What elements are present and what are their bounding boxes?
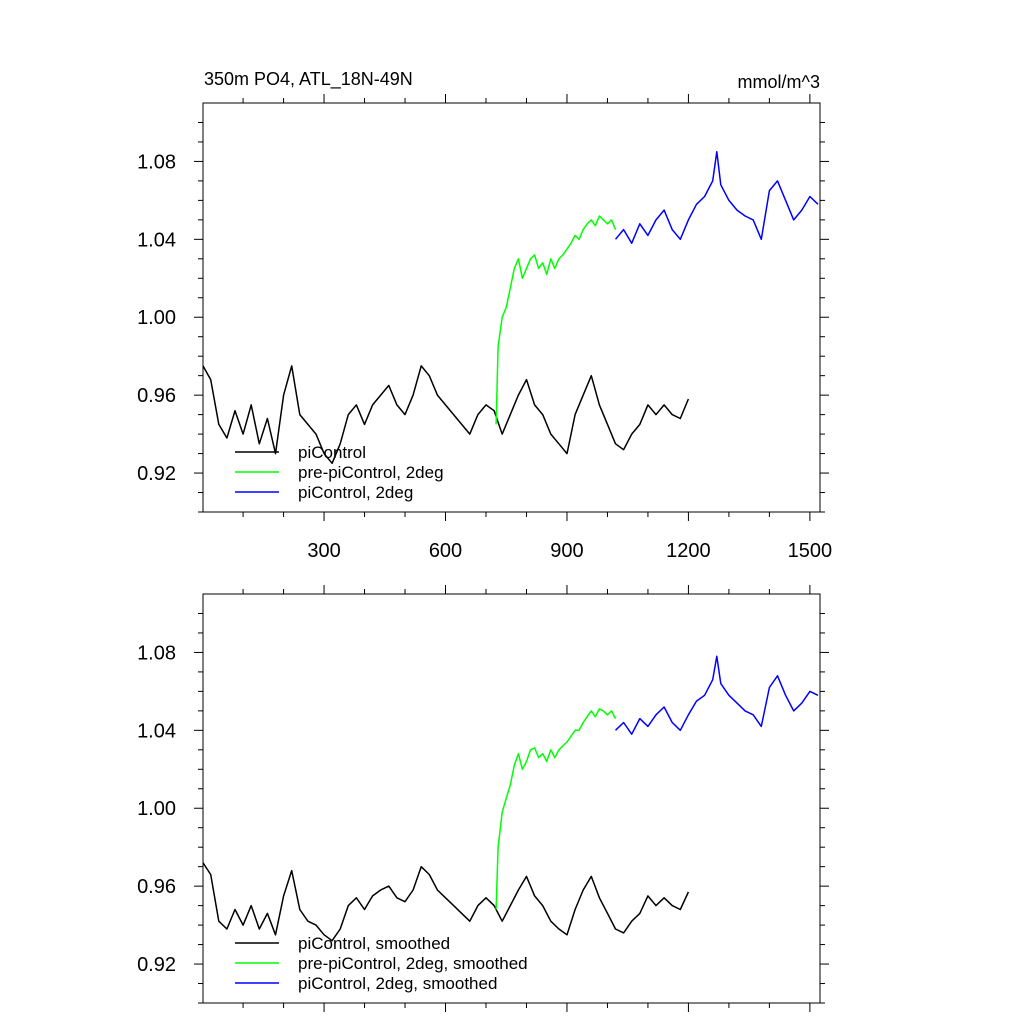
legend-label: pre-piControl, 2deg xyxy=(298,463,444,482)
y-tick-label: 1.00 xyxy=(137,798,176,820)
top-panel: 350m PO4, ATL_18N-49N mmol/m^3 300 600 900… xyxy=(137,69,832,562)
legend-label: pre-piControl, 2deg, smoothed xyxy=(298,954,528,973)
bottom-axes: 0.92 0.96 1.00 1.04 1.08 xyxy=(137,585,829,1012)
top-units: mmol/m^3 xyxy=(738,72,820,92)
series-line xyxy=(495,215,617,425)
y-tick-label: 1.00 xyxy=(137,307,176,329)
series-line xyxy=(614,150,819,244)
y-tick-label: 1.08 xyxy=(137,642,176,664)
top-plot-frame xyxy=(202,102,821,513)
y-tick-label: 1.04 xyxy=(137,229,176,251)
series-line xyxy=(495,708,617,910)
x-tick-label: 600 xyxy=(429,540,462,562)
y-tick-label: 1.04 xyxy=(137,720,176,742)
bottom-plot-frame xyxy=(202,593,821,1004)
legend-label: piControl xyxy=(298,443,366,462)
y-tick-label: 0.96 xyxy=(137,876,176,898)
y-tick-label: 0.92 xyxy=(137,463,176,485)
legend-label: piControl, 2deg, smoothed xyxy=(298,974,497,993)
series-line xyxy=(202,862,690,942)
series-line xyxy=(614,655,819,735)
y-tick-label: 1.08 xyxy=(137,151,176,173)
x-tick-label: 1500 xyxy=(788,540,833,562)
bottom-series-group xyxy=(202,655,819,942)
top-title: 350m PO4, ATL_18N-49N xyxy=(204,69,413,90)
x-tick-label: 900 xyxy=(550,540,583,562)
bottom-panel: 0.92 0.96 1.00 1.04 1.08 piControl, smoothed… xyxy=(137,585,829,1012)
top-series-group xyxy=(202,150,819,465)
y-tick-label: 0.96 xyxy=(137,385,176,407)
legend-label: piControl, 2deg xyxy=(298,483,413,502)
x-tick-label: 1200 xyxy=(666,540,711,562)
x-tick-label: 300 xyxy=(307,540,340,562)
y-tick-label: 0.92 xyxy=(137,954,176,976)
series-line xyxy=(202,365,690,465)
legend-label: piControl, smoothed xyxy=(298,934,450,953)
top-axes: 300 600 900 1200 1500 0.92 0.96 1.00 1.04 1.08 xyxy=(137,94,832,562)
